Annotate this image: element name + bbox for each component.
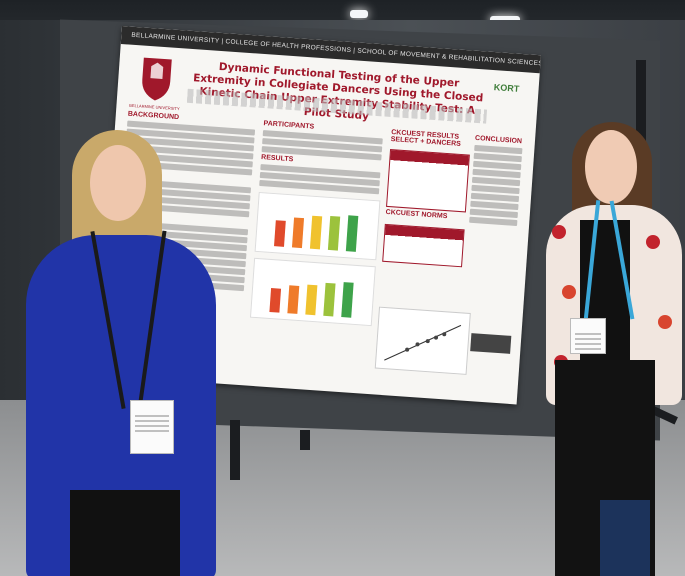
section-heading: CONCLUSION [474,134,523,146]
research-poster: BELLARMINE UNIVERSITY | COLLEGE OF HEALT… [97,26,541,405]
board-leg [230,420,240,480]
bag [600,500,650,576]
face [90,145,146,221]
bar-chart-figure [254,191,381,261]
name-badge [130,400,174,454]
university-logo-icon [142,57,172,101]
board-leg [300,430,310,450]
poster-column-right: CKCUEST RESULTS SELECT + DANCERS CKCUEST… [374,127,523,386]
ceiling-light [350,10,368,18]
partner-logo: KORT [493,82,520,94]
table-heading: CKCUEST RESULTS SELECT + DANCERS [390,129,462,148]
name-badge [570,318,606,354]
scatter-plot-figure [374,306,471,375]
face [585,130,637,204]
dancers-photo [470,333,512,354]
bar-chart-figure [249,257,376,327]
norms-table [382,223,465,268]
results-table [386,148,470,213]
poster-column-middle: PARTICIPANTS RESULTS [246,118,383,376]
